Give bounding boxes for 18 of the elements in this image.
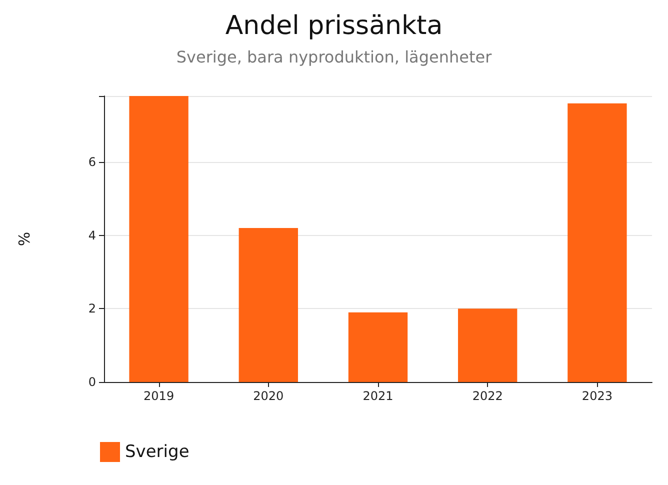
y-tick-label: 6 bbox=[88, 155, 96, 169]
x-tick-label: 2020 bbox=[253, 389, 284, 403]
y-tick-label: 2 bbox=[88, 302, 96, 316]
bar bbox=[129, 96, 188, 382]
y-tick-label: 4 bbox=[88, 228, 96, 242]
legend-label: Sverige bbox=[125, 442, 190, 462]
bar bbox=[238, 228, 298, 382]
x-tick-label: 2023 bbox=[582, 389, 612, 403]
y-tick-label: 0 bbox=[88, 375, 96, 389]
y-axis-title: % bbox=[16, 232, 34, 246]
chart-title: Andel prissänkta bbox=[225, 11, 443, 41]
x-tick-label: 2019 bbox=[144, 389, 174, 403]
bar bbox=[348, 312, 408, 382]
x-tick-label: 2022 bbox=[472, 389, 503, 403]
bar bbox=[568, 103, 627, 382]
x-tick-label: 2021 bbox=[362, 389, 394, 403]
bar bbox=[458, 308, 518, 382]
chart-subtitle: Sverige, bara nyproduktion, lägenheter bbox=[176, 48, 492, 66]
